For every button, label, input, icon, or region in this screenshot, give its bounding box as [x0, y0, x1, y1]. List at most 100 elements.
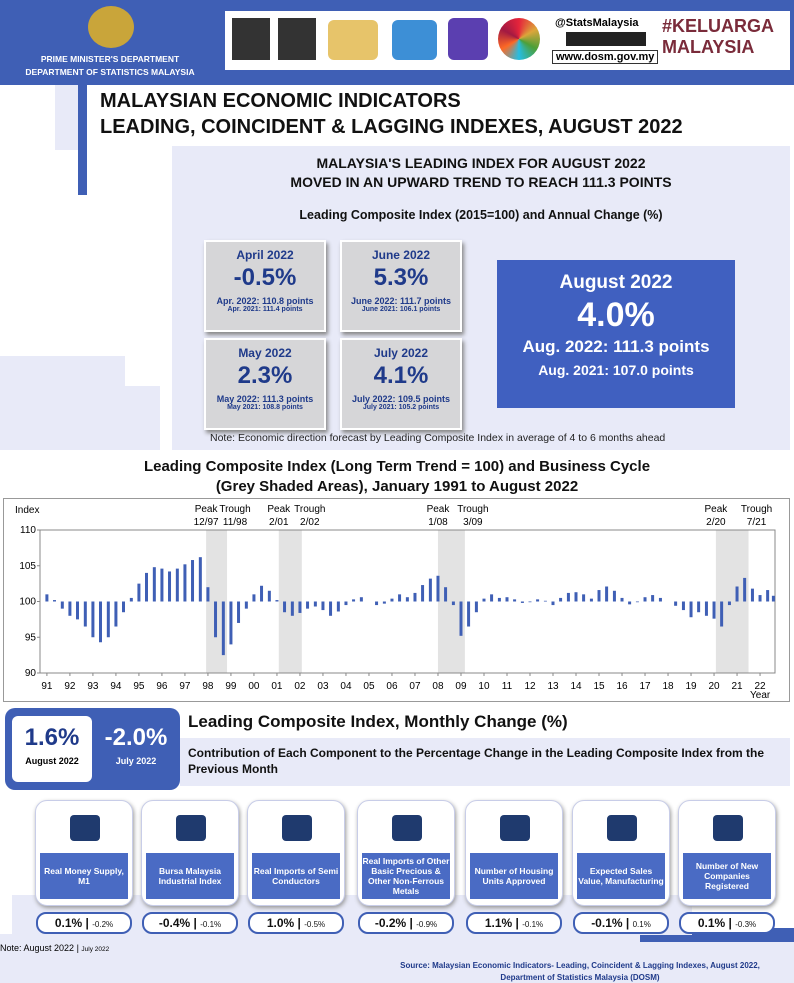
- monthly-current: 1.6% August 2022: [12, 716, 92, 782]
- x-tick-label: 18: [662, 681, 674, 692]
- points: June 2021: 106.1 points: [361, 306, 441, 313]
- monthly-previous: -2.0% July 2022: [95, 716, 177, 766]
- component-icon: [607, 815, 637, 841]
- component-card: Number of New Companies Registered: [678, 800, 776, 906]
- x-tick-label: 14: [570, 681, 582, 692]
- deco: [55, 85, 80, 150]
- peak-date: 1/08: [428, 517, 448, 528]
- annual-change: -0.5%: [233, 264, 297, 291]
- x-tick-label: 13: [547, 681, 559, 692]
- trough-label: Trough: [294, 504, 325, 515]
- header-line: PRIME MINISTER'S DEPARTMENT: [40, 54, 180, 64]
- trough-date: 11/98: [223, 517, 248, 528]
- change-previous: -0.3%: [735, 920, 757, 929]
- component-name: Real Imports of Other Basic Precious & O…: [362, 853, 450, 899]
- points: Aug. 2021: 107.0 points: [538, 362, 694, 378]
- x-tick-label: 92: [64, 681, 76, 692]
- logo: [392, 20, 437, 60]
- header-line: DEPARTMENT OF STATISTICS MALAYSIA: [25, 67, 195, 77]
- month: May 2022: [238, 346, 292, 360]
- section-title: Leading Composite Index, Monthly Change …: [188, 712, 568, 731]
- component-card: Number of Housing Units Approved: [465, 800, 563, 906]
- monthly-month: August 2022: [25, 756, 79, 766]
- crest: [88, 6, 134, 48]
- component-name: Expected Sales Value, Manufacturing: [577, 853, 665, 899]
- x-tick-label: 02: [294, 681, 306, 692]
- note: Note: Economic direction forecast by Lea…: [210, 432, 666, 444]
- x-tick-label: 19: [685, 681, 697, 692]
- points: Aug. 2022: 111.3 points: [522, 337, 710, 356]
- peak-label: Peak: [427, 504, 451, 515]
- logo: [448, 18, 488, 60]
- month: June 2022: [371, 248, 431, 262]
- qr-code: [278, 18, 316, 60]
- peak-label: Peak: [704, 504, 728, 515]
- logo: [498, 18, 540, 60]
- y-tick-label: 100: [19, 597, 36, 608]
- x-tick-label: 10: [478, 681, 490, 692]
- component-name: Real Money Supply, M1: [40, 853, 128, 899]
- change-current: 0.1%: [54, 916, 83, 930]
- trough-label: Trough: [219, 504, 250, 515]
- monthly-value: -2.0%: [104, 724, 168, 751]
- x-tick-label: 99: [225, 681, 237, 692]
- component-icon: [282, 815, 312, 841]
- change-current: -0.1%: [591, 916, 623, 930]
- change-current: -0.4%: [158, 916, 191, 930]
- x-tick-label: 17: [639, 681, 651, 692]
- social-handle: @StatsMalaysia: [555, 17, 639, 29]
- deco: [0, 356, 125, 386]
- peak-label: Peak: [267, 504, 291, 515]
- x-tick-label: 09: [455, 681, 467, 692]
- x-tick-label: 08: [432, 681, 444, 692]
- component-change: 0.1% | -0.2%: [36, 912, 132, 934]
- component-icon: [392, 815, 422, 841]
- component-icon: [500, 815, 530, 841]
- subtitle: Leading Composite Index (2015=100) and A…: [299, 208, 663, 222]
- change-previous: -0.1%: [522, 920, 544, 929]
- points: Apr. 2021: 111.4 points: [227, 306, 303, 313]
- headline: MALAYSIA'S LEADING INDEX FOR AUGUST 2022: [316, 155, 646, 171]
- month: July 2022: [373, 346, 429, 360]
- x-tick-label: 11: [502, 681, 513, 692]
- x-tick-label: 05: [363, 681, 375, 692]
- x-tick-label: 15: [593, 681, 605, 692]
- y-tick-label: 95: [25, 632, 37, 643]
- change-previous: 0.1%: [632, 920, 651, 929]
- component-change: 1.1% | -0.1%: [466, 912, 562, 934]
- component-change: -0.4% | -0.1%: [142, 912, 238, 934]
- trough-date: 7/21: [747, 517, 767, 528]
- chart-title-line: (Grey Shaded Areas), January 1991 to Aug…: [215, 478, 579, 495]
- social-icons: [566, 32, 646, 46]
- x-tick-label: 95: [133, 681, 145, 692]
- component-card: Bursa Malaysia Industrial Index: [141, 800, 239, 906]
- month: August 2022: [559, 272, 673, 293]
- qr-code: [232, 18, 270, 60]
- x-tick-label: 96: [156, 681, 168, 692]
- component-change: -0.1% | 0.1%: [573, 912, 669, 934]
- change-previous: -0.1%: [200, 920, 222, 929]
- month-card: June 2022 5.3% June 2022: 111.7 points J…: [340, 240, 462, 332]
- x-tick-label: 04: [340, 681, 352, 692]
- x-axis-label: Year: [750, 690, 771, 701]
- logo: [328, 20, 378, 60]
- change-current: 1.1%: [484, 916, 513, 930]
- points: July 2021: 105.2 points: [362, 404, 440, 411]
- x-tick-label: 22: [754, 681, 766, 692]
- component-change: -0.2% | -0.9%: [358, 912, 454, 934]
- title: MALAYSIAN ECONOMIC INDICATORS: [100, 90, 461, 112]
- x-tick-label: 91: [41, 681, 53, 692]
- component-icon: [176, 815, 206, 841]
- trough-date: 3/09: [463, 517, 483, 528]
- legend-note: Note: August 2022 | July 2022: [0, 943, 110, 953]
- change-previous: -0.2%: [92, 920, 114, 929]
- section-subtitle: Contribution of Each Component to the Pe…: [188, 746, 765, 776]
- change-current: -0.2%: [374, 916, 407, 930]
- trough-label: Trough: [457, 504, 488, 515]
- component-name: Bursa Malaysia Industrial Index: [146, 853, 234, 899]
- component-name: Number of Housing Units Approved: [470, 853, 558, 899]
- x-tick-label: 07: [409, 681, 421, 692]
- change-previous: -0.9%: [416, 920, 438, 929]
- y-axis-label: Index: [15, 505, 39, 516]
- website: www.dosm.gov.my: [552, 50, 659, 64]
